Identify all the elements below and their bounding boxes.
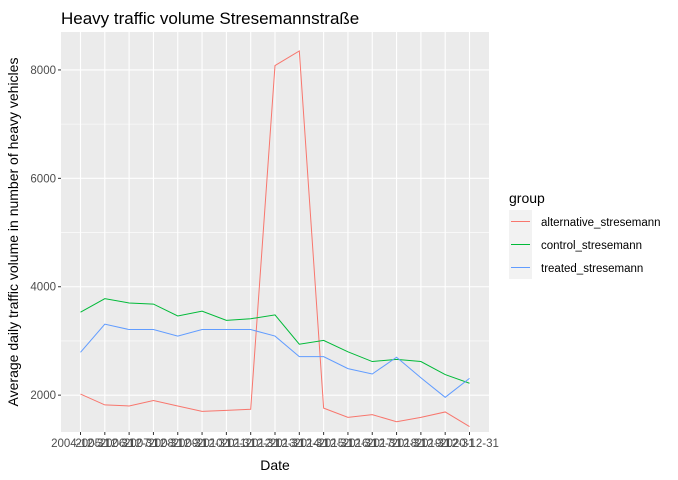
x-tick-label: 2008-12-31 (148, 438, 207, 450)
x-tick-label: 2004-12-31 (51, 438, 110, 450)
legend-label: control_stresemann (541, 240, 642, 252)
legend-label: alternative_stresemann (541, 217, 661, 229)
x-tick-label: 2018-12-31 (391, 438, 450, 450)
x-tick-label: 2010-12-31 (197, 438, 256, 450)
legend-label: treated_stresemann (541, 263, 643, 275)
y-tick-label: 6000 (30, 173, 56, 185)
y-axis-title: Average daily traffic volume in number o… (5, 58, 21, 407)
x-tick-label: 2020-12-31 (440, 438, 499, 450)
x-axis-title: Date (260, 457, 290, 473)
series-line-alternative_stresemann (80, 50, 470, 428)
y-axis: 2000 4000 6000 8000 (30, 65, 61, 402)
x-tick-label: 2012-12-31 (246, 438, 305, 450)
x-tick-label: 2016-12-31 (343, 438, 402, 450)
grid-lines (61, 32, 489, 432)
chart-title: Heavy traffic volume Stresemannstraße (61, 9, 359, 28)
x-tick-label: 2006-12-31 (100, 438, 159, 450)
x-tick-label: 2017-12-31 (367, 438, 426, 450)
y-tick-label: 8000 (30, 65, 56, 77)
legend-title: group (509, 190, 545, 206)
x-tick-label: 2019-12-31 (416, 438, 475, 450)
series-line-treated_stresemann (80, 323, 470, 398)
y-tick-label: 2000 (30, 390, 56, 402)
legend: group alternative_stresemann control_stre… (509, 190, 661, 279)
x-tick-label: 2014-12-31 (294, 438, 353, 450)
x-tick-label: 2015-12-31 (319, 438, 378, 450)
x-tick-label: 2005-12-31 (75, 438, 134, 450)
x-tick-label: 2013-12-31 (270, 438, 329, 450)
series-lines (80, 50, 470, 428)
x-tick-label: 2009-12-31 (173, 438, 232, 450)
x-axis: 2004-12-312005-12-312006-12-312007-12-31… (51, 432, 499, 450)
x-tick-label: 2007-12-31 (124, 438, 183, 450)
x-tick-label: 2011-12-31 (222, 438, 280, 450)
series-line-control_stresemann (80, 298, 470, 384)
y-tick-label: 4000 (30, 282, 56, 294)
